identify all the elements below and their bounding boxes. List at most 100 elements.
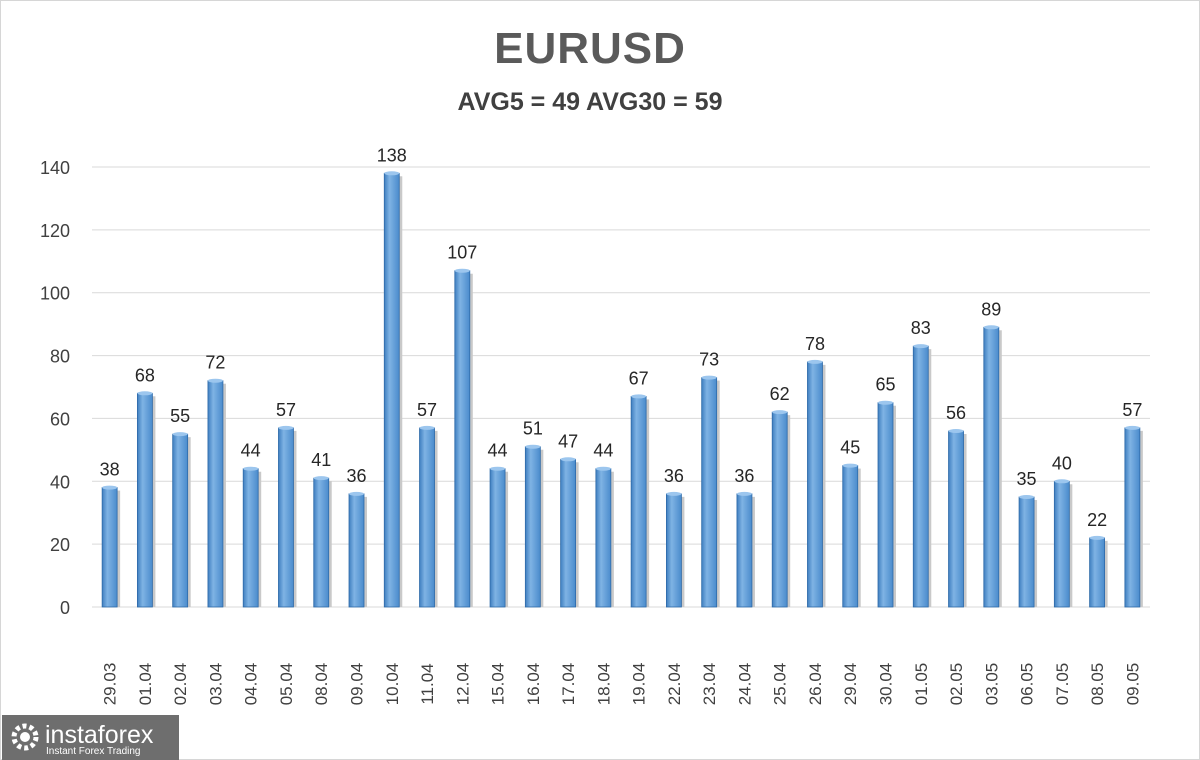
data-label: 62	[770, 384, 790, 404]
data-label: 35	[1017, 469, 1037, 489]
instaforex-logo: instaforex Instant Forex Trading	[2, 715, 179, 760]
bar	[524, 446, 541, 608]
bar	[912, 345, 929, 608]
data-label: 67	[629, 368, 649, 388]
bar-top	[1089, 535, 1105, 540]
x-tick-label: 29.04	[841, 663, 860, 706]
bar-top	[913, 344, 929, 349]
x-tick-label: 02.04	[171, 663, 190, 706]
bar	[1018, 496, 1035, 608]
y-tick-label: 100	[40, 284, 70, 304]
y-tick-label: 60	[50, 409, 70, 429]
x-tick-label: 09.04	[348, 663, 367, 706]
bar-top	[983, 325, 999, 330]
bar-top	[1054, 479, 1070, 484]
x-tick-label: 07.05	[1053, 663, 1072, 706]
bar-top	[454, 268, 470, 273]
data-label: 22	[1087, 510, 1107, 530]
data-label: 57	[276, 400, 296, 420]
bar-top	[349, 491, 364, 496]
data-label: 36	[664, 466, 684, 486]
bar-top	[384, 171, 400, 176]
bar	[454, 270, 471, 608]
bar-top	[1019, 495, 1035, 499]
data-label: 56	[946, 403, 966, 423]
bar-top	[666, 491, 682, 496]
x-tick-label: 03.04	[206, 663, 225, 706]
bar	[278, 427, 294, 608]
bar	[207, 380, 224, 608]
x-tick-label: 17.04	[559, 663, 578, 706]
bar-top	[878, 400, 893, 405]
data-label: 68	[135, 365, 155, 385]
bar	[313, 477, 330, 608]
x-tick-label: 24.04	[735, 663, 754, 706]
chart-title: EURUSD	[494, 24, 686, 73]
bar-top	[172, 432, 188, 437]
x-tick-label: 08.05	[1088, 663, 1107, 706]
x-tick-label: 30.04	[877, 663, 896, 706]
bar	[242, 468, 259, 608]
bar-top	[631, 394, 647, 399]
x-tick-label: 12.04	[453, 663, 472, 706]
bar	[983, 326, 1000, 608]
data-label: 44	[488, 441, 508, 461]
data-label: 72	[205, 353, 225, 373]
data-label: 44	[593, 441, 613, 461]
data-label: 41	[311, 450, 331, 470]
bar-top	[701, 375, 717, 380]
data-label: 55	[170, 406, 190, 426]
bar-top	[560, 457, 576, 462]
instaforex-logo-icon	[11, 723, 39, 751]
x-tick-label: 08.04	[312, 663, 331, 706]
y-tick-label: 120	[40, 221, 70, 241]
data-label: 57	[1122, 400, 1142, 420]
bar	[807, 361, 823, 608]
bar-top	[137, 391, 153, 396]
bar	[172, 433, 189, 608]
x-tick-label: 03.05	[982, 663, 1001, 706]
x-tick-label: 11.04	[418, 663, 437, 704]
y-tick-label: 0	[60, 598, 70, 618]
bar-top	[807, 359, 823, 364]
x-tick-label: 04.04	[242, 663, 261, 706]
data-label: 73	[699, 350, 719, 370]
x-tick-label: 22.04	[665, 663, 684, 706]
bar-top	[842, 463, 858, 468]
y-tick-label: 140	[40, 158, 70, 178]
data-label: 38	[100, 460, 120, 480]
x-tick-label: 26.04	[806, 663, 825, 706]
x-tick-label: 16.04	[524, 663, 543, 706]
data-label: 51	[523, 419, 543, 439]
data-label: 44	[241, 441, 261, 461]
x-tick-label: 09.05	[1123, 663, 1142, 706]
bar-top	[948, 429, 964, 433]
bar-top	[313, 476, 329, 481]
bar-top	[419, 425, 435, 430]
bar	[419, 427, 435, 608]
data-label: 107	[447, 243, 477, 263]
data-label: 83	[911, 318, 931, 338]
x-tick-label: 06.05	[1018, 663, 1037, 706]
chart-subtitle: AVG5 = 49 AVG30 = 59	[457, 88, 723, 116]
data-label: 40	[1052, 453, 1072, 473]
x-tick-label: 01.05	[912, 663, 931, 706]
bar-top	[102, 485, 118, 490]
bar	[136, 392, 153, 608]
bar	[948, 430, 964, 608]
bar	[348, 493, 365, 608]
bar	[1124, 427, 1141, 608]
data-label: 36	[734, 466, 754, 486]
data-label: 57	[417, 400, 437, 420]
bar	[101, 487, 118, 608]
y-tick-label: 20	[50, 535, 70, 555]
logo-name: instaforex	[45, 721, 154, 749]
data-label: 45	[840, 438, 860, 458]
x-tick-label: 18.04	[594, 663, 613, 706]
bar-top	[772, 410, 788, 415]
x-tick-label: 29.03	[101, 663, 120, 706]
data-label: 138	[377, 145, 407, 165]
y-tick-label: 40	[50, 472, 70, 492]
bar	[489, 468, 506, 608]
